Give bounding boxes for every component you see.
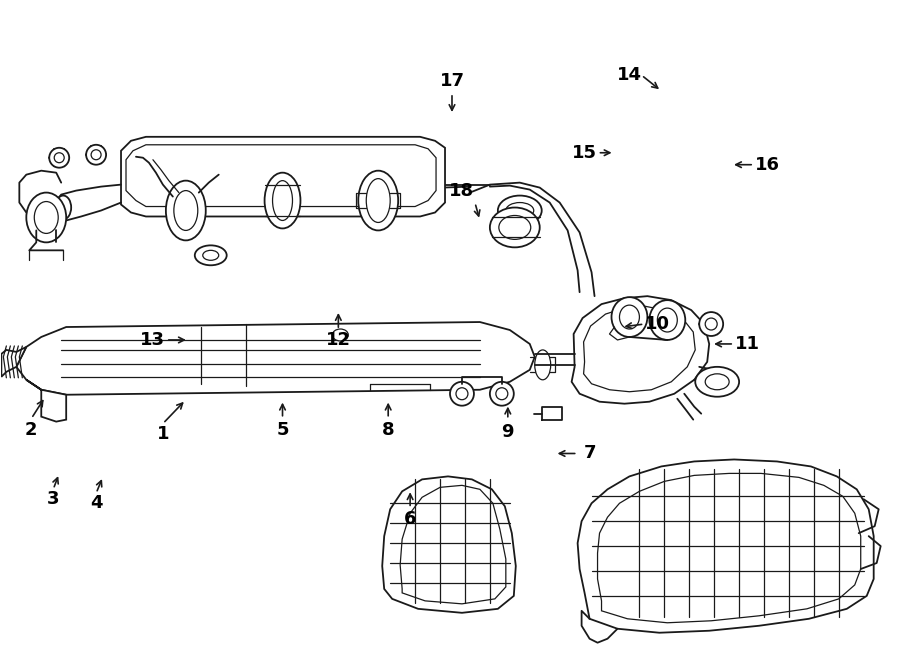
Polygon shape [572,296,709,404]
Ellipse shape [490,207,540,248]
Polygon shape [2,347,26,377]
Polygon shape [578,459,874,633]
Ellipse shape [332,329,348,341]
Ellipse shape [490,382,514,406]
Text: 6: 6 [404,510,417,528]
Text: 8: 8 [382,420,394,439]
Polygon shape [26,380,67,422]
Text: 11: 11 [734,335,760,353]
Text: 1: 1 [157,424,169,443]
Text: 16: 16 [754,156,779,173]
Ellipse shape [26,193,67,242]
Ellipse shape [265,173,301,228]
Text: 5: 5 [276,420,289,439]
Ellipse shape [194,246,227,265]
Text: 13: 13 [140,331,166,349]
Text: 3: 3 [47,491,59,508]
Ellipse shape [86,145,106,165]
Ellipse shape [166,181,206,240]
Text: 4: 4 [90,495,103,512]
Ellipse shape [650,300,685,340]
Ellipse shape [498,195,542,226]
Text: 18: 18 [449,181,474,199]
Text: 7: 7 [583,444,596,463]
Ellipse shape [55,195,71,220]
Ellipse shape [535,350,551,380]
Text: 17: 17 [439,72,464,90]
Text: 9: 9 [501,422,514,441]
Polygon shape [16,322,535,395]
Ellipse shape [695,367,739,397]
Text: 14: 14 [616,66,642,84]
Ellipse shape [358,171,398,230]
Polygon shape [121,137,445,216]
Text: 15: 15 [572,144,597,162]
Text: 12: 12 [326,331,351,349]
Ellipse shape [450,382,474,406]
Ellipse shape [50,148,69,167]
Polygon shape [382,477,516,613]
Ellipse shape [699,312,724,336]
Text: 10: 10 [645,315,670,333]
Text: 2: 2 [25,420,38,439]
Ellipse shape [611,297,647,337]
